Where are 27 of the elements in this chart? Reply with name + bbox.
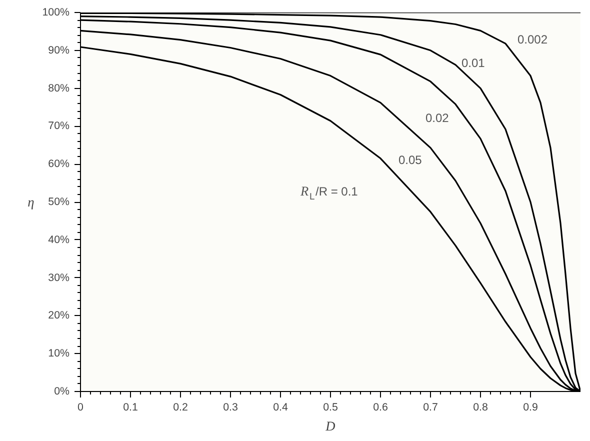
x-axis-title: D <box>324 418 336 434</box>
x-tick-label: 0.3 <box>223 402 238 414</box>
y-tick-label: 60% <box>48 158 70 170</box>
y-tick-label: 70% <box>48 120 70 132</box>
y-axis-title: η <box>28 194 35 210</box>
x-tick-label: 0.5 <box>323 402 338 414</box>
series-label: 0.05 <box>398 152 422 167</box>
y-tick-label: 90% <box>48 44 70 56</box>
x-tick-label: 0 <box>78 402 84 414</box>
x-tick-label: 0.4 <box>273 402 288 414</box>
series-label: 0.01 <box>462 56 486 70</box>
x-tick-label: 0.7 <box>423 402 438 414</box>
series-label: 0.002 <box>518 32 548 47</box>
y-tick-label: 80% <box>48 82 70 94</box>
x-tick-label: 0.8 <box>473 402 488 414</box>
y-tick-label: 50% <box>48 196 70 208</box>
y-tick-label: 0% <box>54 386 70 398</box>
y-tick-label: 20% <box>48 310 70 322</box>
x-tick-label: 0.6 <box>373 402 388 414</box>
y-tick-label: 40% <box>48 234 70 246</box>
y-tick-label: 100% <box>42 6 70 18</box>
y-tick-label: 10% <box>48 348 70 360</box>
series-label: 0.02 <box>426 111 450 126</box>
y-tick-label: 30% <box>48 272 70 284</box>
x-tick-label: 0.9 <box>523 402 538 414</box>
x-tick-label: 0.1 <box>123 402 138 414</box>
x-tick-label: 0.2 <box>173 402 188 414</box>
